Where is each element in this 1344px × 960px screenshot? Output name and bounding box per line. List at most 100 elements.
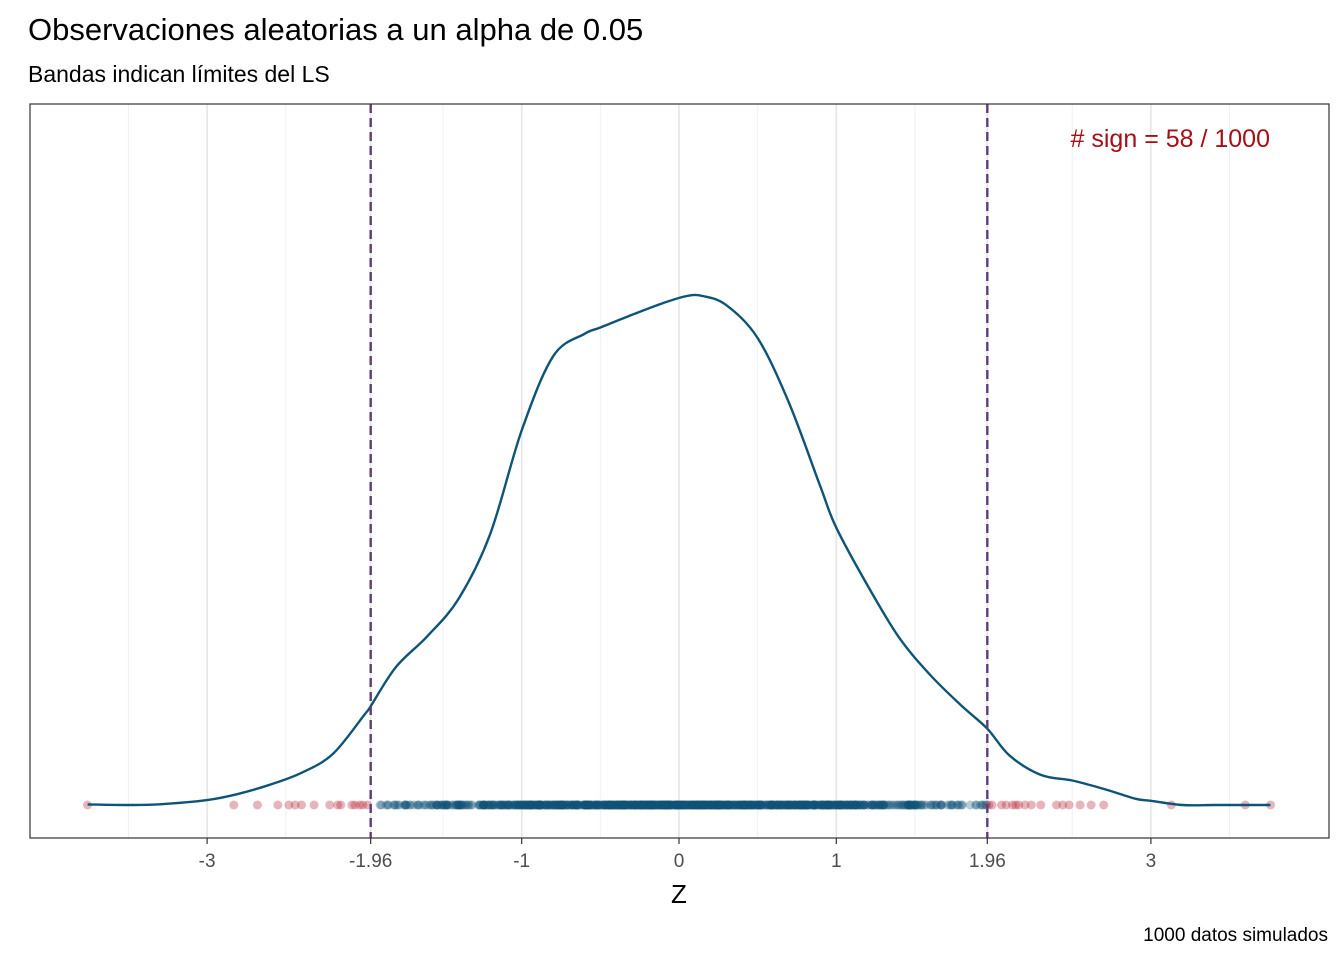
rug-point	[607, 800, 617, 810]
rug-point	[489, 800, 499, 810]
rug-point-significant-14	[358, 800, 368, 810]
rug-point	[620, 800, 630, 810]
rug-point	[697, 800, 707, 810]
rug-point	[745, 800, 755, 810]
rug-point	[626, 800, 636, 810]
rug-point	[733, 800, 743, 810]
rug-point	[825, 800, 835, 810]
rug-point	[874, 800, 883, 810]
rug-point	[810, 800, 820, 810]
rug-point	[912, 800, 921, 810]
rug-point	[478, 800, 488, 810]
rug-point	[702, 800, 712, 810]
rug-point	[936, 800, 946, 810]
rug-point	[819, 800, 829, 810]
rug-point	[804, 800, 814, 810]
rug-point	[627, 800, 637, 810]
rug-point	[563, 800, 573, 810]
rug-point	[613, 800, 623, 810]
rug-point	[404, 800, 414, 810]
chart-caption: 1000 datos simulados	[1143, 925, 1328, 946]
rug-point	[750, 800, 760, 810]
rug-point	[700, 800, 709, 810]
rug-point	[582, 800, 592, 810]
rug-point	[504, 800, 514, 810]
rug-point	[801, 800, 811, 810]
rug-point	[428, 800, 438, 810]
rug-point	[616, 800, 626, 810]
rug-point	[820, 800, 830, 810]
rug-point	[677, 800, 687, 810]
rug-point	[526, 800, 536, 810]
rug-point	[822, 800, 832, 810]
rug-point	[710, 800, 720, 810]
rug-point	[859, 800, 869, 810]
rug-point	[541, 800, 551, 810]
rug-point	[850, 800, 860, 810]
rug-point	[499, 800, 509, 810]
rug-point	[691, 800, 701, 810]
rug-point	[714, 800, 724, 810]
rug-point	[426, 800, 436, 810]
rug-point	[550, 800, 560, 810]
rug-point	[767, 800, 777, 810]
rug-point	[766, 800, 776, 810]
rug-point	[586, 800, 595, 810]
rug-point	[692, 800, 702, 810]
rug-point	[541, 800, 551, 810]
rug-point	[673, 800, 683, 810]
rug-point	[604, 800, 614, 810]
rug-point	[562, 800, 572, 810]
rug-point	[776, 800, 786, 810]
rug-point	[670, 800, 680, 810]
rug-point	[459, 800, 468, 810]
rug-point	[823, 800, 833, 810]
rug-point	[451, 800, 461, 810]
rug-point	[581, 800, 591, 810]
rug-point	[509, 800, 519, 810]
rug-point	[656, 800, 666, 810]
rug-point	[484, 800, 493, 810]
rug-point	[420, 800, 430, 810]
rug-point	[613, 800, 623, 810]
rug-point	[582, 800, 592, 810]
rug-point	[739, 800, 749, 810]
critical-value-lines	[369, 104, 989, 838]
rug-point	[786, 800, 796, 810]
rug-point-significant-13	[355, 800, 365, 810]
rug-point	[766, 800, 776, 810]
rug-point	[785, 800, 795, 810]
rug-point	[774, 800, 784, 810]
rug-point	[836, 800, 845, 810]
rug-point	[497, 800, 507, 810]
rug-point	[755, 800, 765, 810]
rug-point	[652, 800, 662, 810]
rug-point	[903, 800, 913, 810]
rug-point	[532, 800, 542, 810]
rug-point	[720, 800, 730, 810]
rug-point	[878, 800, 888, 810]
rug-point	[479, 800, 489, 810]
rug-point	[705, 800, 715, 810]
rug-point	[562, 800, 572, 810]
rug-point	[796, 800, 806, 810]
rug-point	[836, 800, 846, 810]
rug-point	[702, 800, 712, 810]
rug-point	[641, 800, 651, 810]
rug-point	[846, 800, 856, 810]
rug-point	[630, 800, 640, 810]
rug-point	[724, 800, 734, 810]
rug-point	[705, 800, 715, 810]
rug-point	[526, 800, 536, 810]
x-axis-label: Z	[671, 879, 687, 909]
rug-point	[588, 800, 597, 810]
rug-point	[867, 800, 877, 810]
rug-point	[869, 800, 879, 810]
rug-point	[845, 800, 855, 810]
rug-point	[560, 800, 569, 810]
rug-point	[708, 800, 718, 810]
rug-point	[612, 800, 622, 810]
rug-point	[786, 800, 795, 810]
rug-point	[545, 800, 555, 810]
rug-point	[796, 800, 806, 810]
